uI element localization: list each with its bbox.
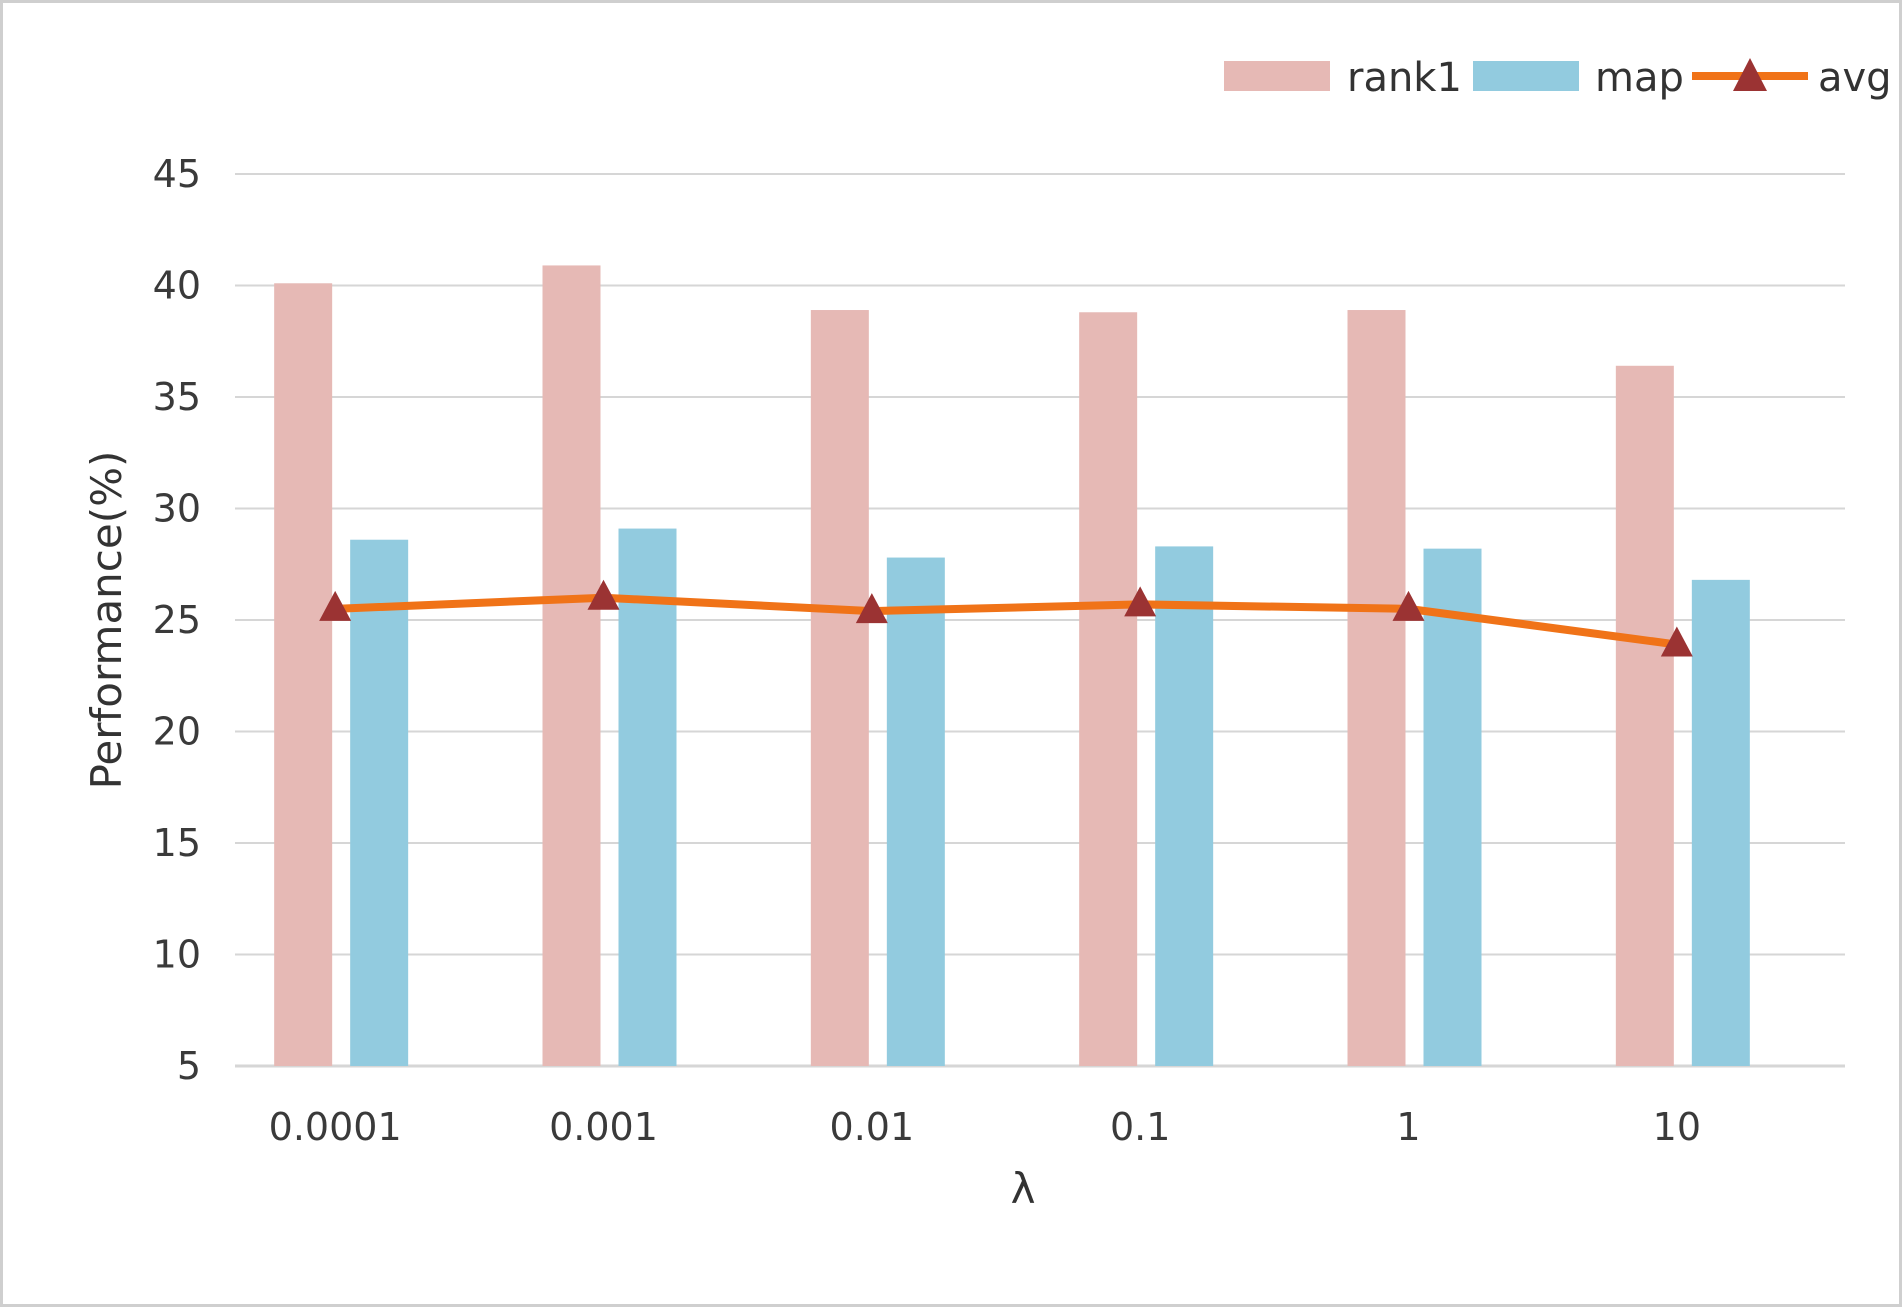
avg-marker <box>1124 586 1157 617</box>
y-tick-label: 5 <box>177 1044 201 1088</box>
x-tick-label: 0.1 <box>1110 1105 1170 1149</box>
avg-line-layer <box>319 579 1693 657</box>
rank1-legend-label: rank1 <box>1347 55 1462 101</box>
bars <box>274 265 1750 1066</box>
legend: rank1 map avg <box>1224 55 1892 101</box>
map-bar <box>1423 548 1482 1066</box>
x-tick-label: 1 <box>1396 1105 1420 1149</box>
rank1-bar <box>810 310 869 1066</box>
x-axis-ticks: 0.0001 0.001 0.01 0.1 1 10 <box>269 1105 1701 1149</box>
rank1-bar <box>274 283 333 1066</box>
y-axis-ticks: 5 10 15 20 25 30 35 40 45 <box>153 152 201 1088</box>
map-legend-swatch <box>1473 61 1579 91</box>
gridlines <box>235 173 1845 1068</box>
avg-marker <box>1660 626 1693 657</box>
map-bar <box>350 539 409 1066</box>
y-tick-label: 15 <box>153 821 201 865</box>
avg-legend-marker <box>1733 58 1767 91</box>
rank1-bar <box>542 265 601 1066</box>
map-bar <box>618 528 677 1066</box>
map-bar <box>886 557 945 1066</box>
y-tick-label: 40 <box>153 264 201 308</box>
y-tick-label: 30 <box>153 487 201 531</box>
y-tick-label: 20 <box>153 710 201 754</box>
avg-marker <box>319 590 352 621</box>
y-tick-label: 10 <box>153 933 201 977</box>
avg-marker <box>1392 590 1425 621</box>
rank1-bar <box>1079 312 1138 1066</box>
y-axis-title: Performance(%) <box>82 451 131 790</box>
rank1-bar <box>1615 365 1674 1066</box>
x-tick-label: 0.001 <box>549 1105 658 1149</box>
avg-line <box>335 593 1678 649</box>
y-tick-label: 45 <box>153 152 201 196</box>
x-tick-label: 0.0001 <box>269 1105 402 1149</box>
avg-legend-label: avg <box>1818 55 1892 101</box>
map-bar <box>1691 579 1750 1066</box>
map-bar <box>1155 546 1214 1066</box>
avg-marker <box>587 579 620 610</box>
y-tick-label: 25 <box>153 598 201 642</box>
rank1-legend-swatch <box>1224 61 1330 91</box>
rank1-bar <box>1347 310 1406 1066</box>
y-tick-label: 35 <box>153 375 201 419</box>
x-axis-title: λ <box>1011 1164 1036 1213</box>
avg-marker <box>855 593 888 624</box>
x-tick-label: 0.01 <box>830 1105 915 1149</box>
map-legend-label: map <box>1595 55 1684 101</box>
x-tick-label: 10 <box>1653 1105 1701 1149</box>
